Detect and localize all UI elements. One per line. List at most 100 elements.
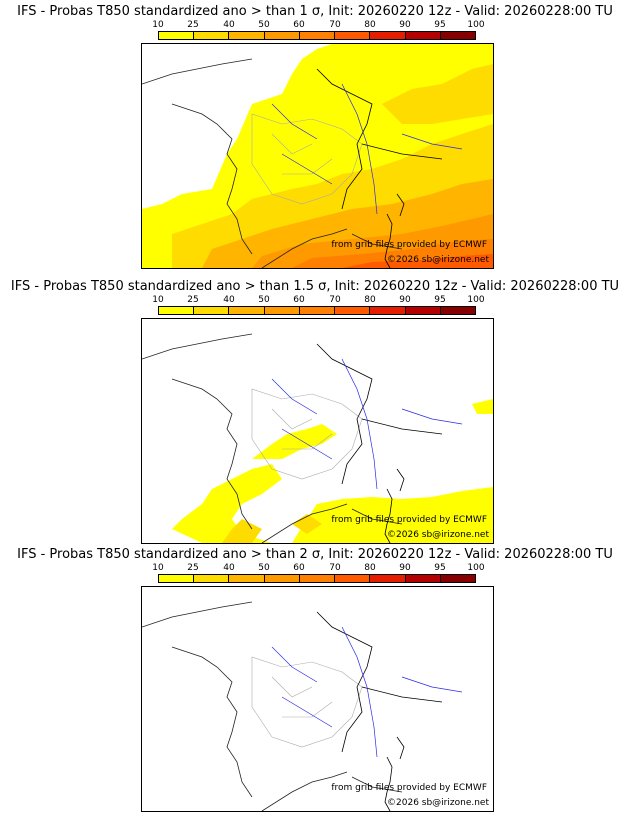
colorbar-label: 100 xyxy=(467,563,485,573)
corsica-sardinia xyxy=(384,468,405,543)
prob-area-10 xyxy=(472,399,493,414)
colorbar-label: 95 xyxy=(434,563,446,573)
corsica-sardinia xyxy=(384,736,405,811)
prob-area-10 xyxy=(172,464,282,543)
colorbar-segment xyxy=(335,32,371,39)
colorbar-segment xyxy=(229,307,265,314)
rivers xyxy=(271,358,463,490)
colorbar-segment xyxy=(440,32,475,39)
colorbar-label: 100 xyxy=(467,20,485,30)
colorbar-label: 25 xyxy=(187,563,199,573)
prob-area-70 xyxy=(342,254,493,268)
colorbar xyxy=(158,574,476,583)
colorbar-labels: 10 25 40 50 60 70 80 90 95 100 xyxy=(140,563,495,575)
colorbar-label: 95 xyxy=(434,295,446,305)
colorbar-label: 80 xyxy=(364,20,376,30)
country-borders xyxy=(316,611,443,753)
colorbar-segment xyxy=(194,32,230,39)
prob-area-10 xyxy=(252,424,337,459)
credit-source: from grib files provided by ECMWF xyxy=(331,240,487,250)
colorbar xyxy=(158,306,476,315)
map-canvas xyxy=(142,333,493,543)
credit-site: ©2026 sb@irizone.net xyxy=(387,255,489,265)
colorbar-segment xyxy=(370,307,406,314)
colorbar-label: 10 xyxy=(152,563,164,573)
colorbar-segment xyxy=(405,575,441,582)
colorbar-label: 25 xyxy=(187,20,199,30)
colorbar-label: 90 xyxy=(399,563,411,573)
panel-1sigma: IFS - Probas T850 standardized ano > tha… xyxy=(0,4,630,274)
colorbar-segment xyxy=(299,575,336,582)
credit-site: ©2026 sb@irizone.net xyxy=(387,530,489,540)
colorbar-segment xyxy=(159,307,195,314)
probability-map: from grib files provided by ECMWF ©2026 … xyxy=(141,586,494,812)
prob-area-25 xyxy=(382,64,493,124)
colorbar-segment xyxy=(264,307,300,314)
colorbar-label: 90 xyxy=(399,295,411,305)
colorbar-label: 50 xyxy=(258,20,270,30)
colorbar-label: 70 xyxy=(329,563,341,573)
colorbar-label: 70 xyxy=(329,20,341,30)
admin-boundaries xyxy=(251,388,363,480)
rivers xyxy=(271,626,463,758)
colorbar-labels: 10 25 40 50 60 70 80 90 95 100 xyxy=(140,295,495,307)
country-borders xyxy=(316,343,443,485)
country-borders xyxy=(316,68,443,210)
colorbar-segment xyxy=(335,575,371,582)
colorbar-label: 25 xyxy=(187,295,199,305)
colorbar-label: 80 xyxy=(364,563,376,573)
colorbar-label: 10 xyxy=(152,20,164,30)
panel-title: IFS - Probas T850 standardized ano > tha… xyxy=(10,279,620,294)
colorbar-label: 80 xyxy=(364,295,376,305)
colorbar-label: 50 xyxy=(258,563,270,573)
colorbar-label: 40 xyxy=(223,563,235,573)
colorbar-segment xyxy=(440,575,475,582)
colorbar-segment xyxy=(194,575,230,582)
panel-1-5sigma: IFS - Probas T850 standardized ano > tha… xyxy=(0,279,630,549)
colorbar-label: 40 xyxy=(223,295,235,305)
colorbar-segment xyxy=(335,307,371,314)
colorbar xyxy=(158,31,476,40)
colorbar-segment xyxy=(405,307,441,314)
colorbar-label: 40 xyxy=(223,20,235,30)
colorbar-label: 95 xyxy=(434,20,446,30)
coastline xyxy=(142,333,403,543)
corsica-sardinia xyxy=(384,193,405,268)
colorbar-segment xyxy=(370,32,406,39)
coastline xyxy=(142,601,403,811)
colorbar-segment xyxy=(229,575,265,582)
panel-2sigma: IFS - Probas T850 standardized ano > tha… xyxy=(0,547,630,817)
admin-boundaries xyxy=(251,656,363,748)
colorbar-segment xyxy=(264,575,300,582)
colorbar-segment xyxy=(440,307,475,314)
credit-site: ©2026 sb@irizone.net xyxy=(387,798,489,808)
map-canvas xyxy=(142,601,463,811)
colorbar-label: 100 xyxy=(467,295,485,305)
probability-map: from grib files provided by ECMWF ©2026 … xyxy=(141,43,494,269)
colorbar-label: 70 xyxy=(329,295,341,305)
colorbar-label: 60 xyxy=(293,563,305,573)
colorbar-label: 60 xyxy=(293,295,305,305)
colorbar-labels: 10 25 40 50 60 70 80 90 95 100 xyxy=(140,20,495,32)
colorbar-label: 10 xyxy=(152,295,164,305)
coastline xyxy=(142,58,403,268)
colorbar-segment xyxy=(299,307,336,314)
colorbar-segment xyxy=(299,32,336,39)
colorbar-segment xyxy=(159,32,195,39)
colorbar-segment xyxy=(370,575,406,582)
panel-title: IFS - Probas T850 standardized ano > tha… xyxy=(17,547,613,562)
colorbar-label: 50 xyxy=(258,295,270,305)
credit-source: from grib files provided by ECMWF xyxy=(331,783,487,793)
rivers xyxy=(271,83,463,215)
colorbar-segment xyxy=(194,307,230,314)
colorbar-segment xyxy=(229,32,265,39)
prob-area-10 xyxy=(292,487,493,543)
colorbar-segment xyxy=(405,32,441,39)
colorbar-label: 60 xyxy=(293,20,305,30)
colorbar-label: 90 xyxy=(399,20,411,30)
probability-map: from grib files provided by ECMWF ©2026 … xyxy=(141,318,494,544)
colorbar-segment xyxy=(264,32,300,39)
credit-source: from grib files provided by ECMWF xyxy=(331,515,487,525)
admin-boundaries xyxy=(251,113,363,205)
map-canvas xyxy=(142,44,493,268)
